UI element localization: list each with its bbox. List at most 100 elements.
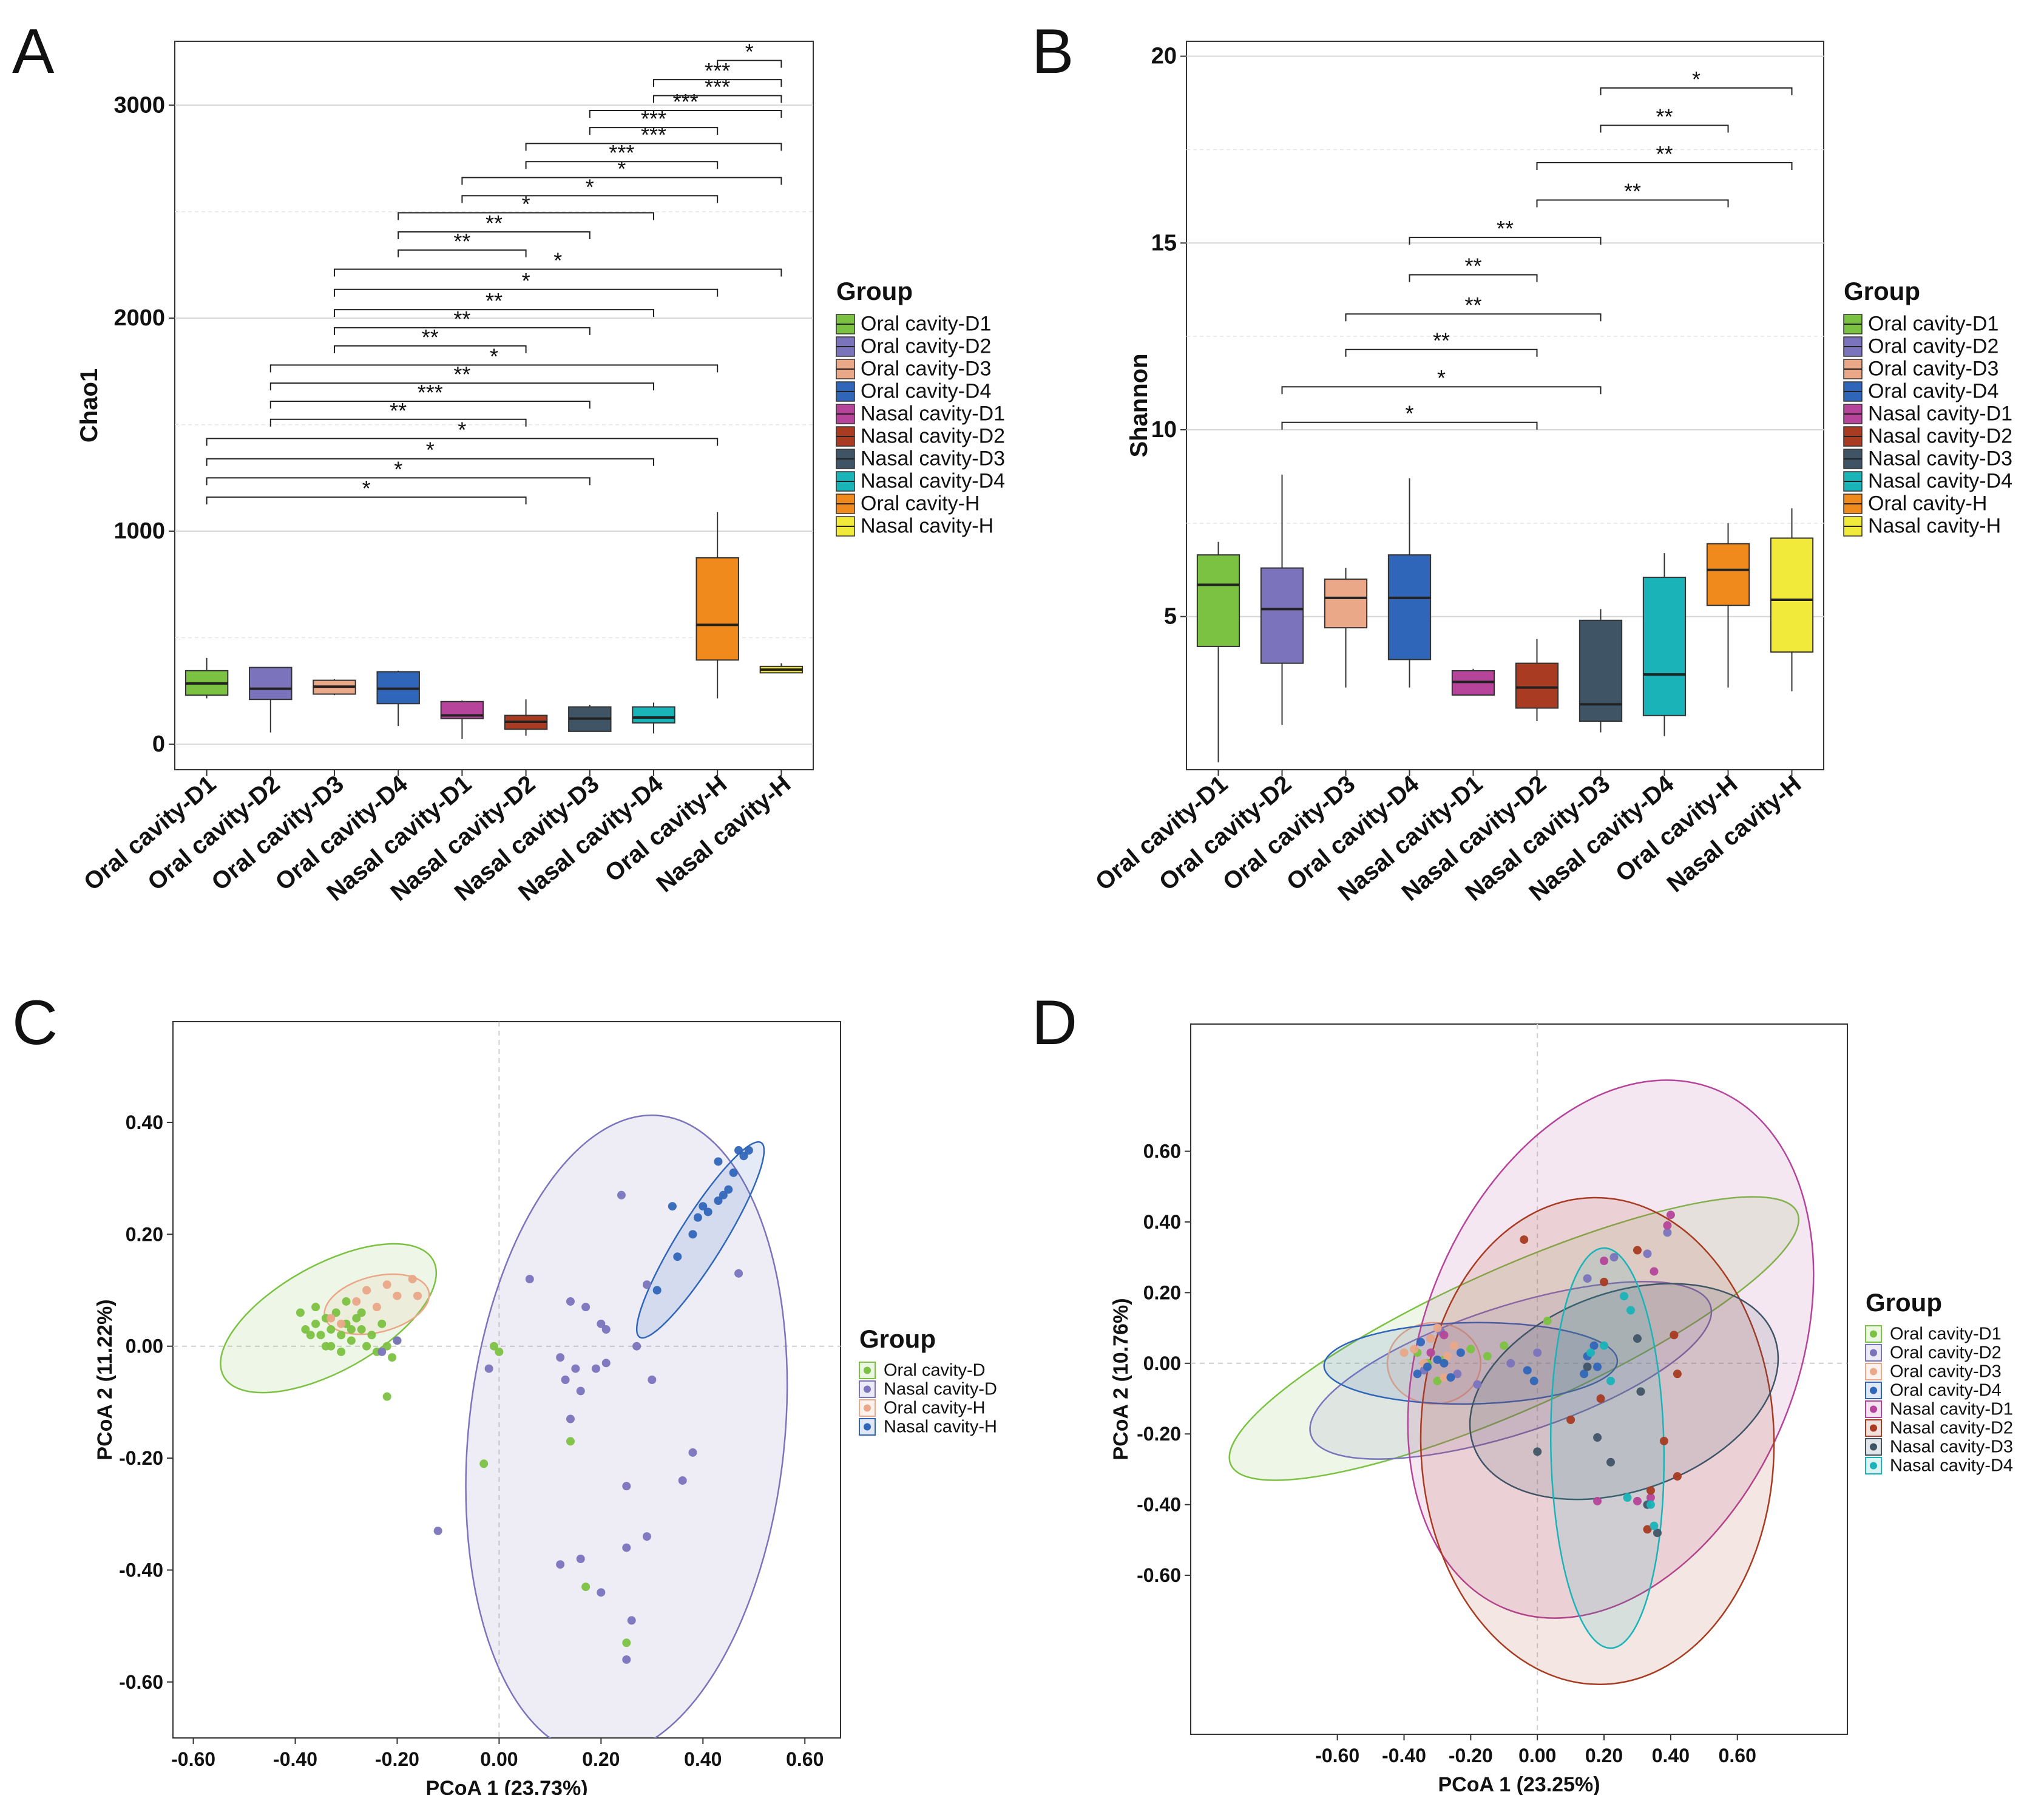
legend-key-dot	[1870, 1405, 1877, 1413]
legend-item-label: Nasal cavity-D4	[861, 470, 1005, 493]
scatter-point	[316, 1331, 325, 1340]
x-tick-label: 0.00	[480, 1748, 518, 1770]
scatter-point	[413, 1291, 422, 1300]
scatter-point	[495, 1347, 504, 1356]
scatter-point	[296, 1308, 305, 1317]
x-tick-label: -0.60	[171, 1748, 215, 1770]
confidence-ellipse	[1407, 1079, 1815, 1619]
panel-letter: B	[1032, 16, 1074, 87]
scatter-point	[1626, 1306, 1635, 1315]
scatter-point	[1409, 1345, 1418, 1354]
scatter-point	[331, 1308, 340, 1317]
significance-bracket	[334, 327, 591, 335]
significance-bracket	[334, 288, 719, 297]
scatter-point	[622, 1638, 631, 1647]
scatter-point	[1433, 1323, 1442, 1332]
legend-key-dot	[1870, 1368, 1877, 1376]
scatter-point	[306, 1331, 315, 1340]
x-tick-label: 0.20	[1585, 1745, 1623, 1766]
legend-key	[1865, 1457, 1882, 1474]
significance-bracket	[334, 345, 527, 353]
x-tick-label: -0.20	[375, 1748, 419, 1770]
y-axis-label: PCoA 2 (11.22%)	[93, 1299, 117, 1460]
scatter-point	[1520, 1235, 1529, 1244]
scatter-point	[1670, 1331, 1679, 1340]
scatter-point	[311, 1319, 320, 1328]
legend-key-dot	[864, 1366, 871, 1374]
scatter-point	[1440, 1359, 1449, 1368]
x-tick-label: 0.00	[1518, 1745, 1556, 1766]
scatter-point	[642, 1532, 651, 1541]
panel-letter: D	[1032, 988, 1077, 1058]
significance-bracket	[206, 438, 719, 446]
scatter-point	[601, 1359, 611, 1368]
legend-key-dot	[1870, 1349, 1877, 1357]
box-9	[695, 557, 739, 661]
significance-label: ***	[609, 140, 634, 165]
significance-bracket	[653, 79, 782, 87]
legend-item-label: Nasal cavity-D	[884, 1379, 997, 1399]
legend-item-label: Oral cavity-H	[1868, 492, 1987, 515]
x-tick-label: -0.40	[273, 1748, 317, 1770]
scatter-point	[673, 1252, 682, 1261]
y-tick-label: 10	[1151, 417, 1177, 443]
scatter-point	[1600, 1341, 1609, 1350]
scatter-point	[352, 1297, 361, 1306]
scatter-point	[327, 1314, 336, 1323]
y-tick-label: 2000	[113, 305, 165, 331]
scatter-point	[556, 1353, 565, 1362]
legend-item-label: Nasal cavity-H	[861, 515, 993, 538]
y-tick-label: 0.40	[1143, 1211, 1181, 1233]
legend-key-dot	[1870, 1443, 1877, 1451]
significance-bracket	[398, 249, 527, 257]
legend-item-label: Nasal cavity-D3	[1868, 447, 2012, 470]
significance-bracket	[269, 418, 527, 427]
panel-letter: C	[12, 988, 58, 1058]
significance-bracket	[269, 364, 719, 373]
significance-label: **	[1433, 328, 1450, 353]
significance-bracket	[269, 382, 654, 391]
scatter-point	[1426, 1348, 1435, 1357]
scatter-point	[1646, 1486, 1655, 1495]
scatter-point	[648, 1376, 657, 1384]
legend-item-label: Nasal cavity-H	[884, 1417, 997, 1436]
scatter-point	[382, 1392, 391, 1401]
legend-item-label: Nasal cavity-D4	[1868, 470, 2012, 493]
scatter-point	[347, 1336, 356, 1345]
significance-label: **	[453, 307, 470, 331]
scatter-point	[1589, 1341, 1599, 1350]
scatter-point	[561, 1376, 570, 1384]
significance-label: *	[426, 438, 435, 463]
y-tick-label: 1000	[113, 518, 165, 544]
box-4	[1387, 554, 1432, 660]
legend-key-dot	[864, 1385, 871, 1393]
legend-item-label: Nasal cavity-D2	[1868, 425, 2012, 448]
scatter-point	[484, 1364, 493, 1373]
x-axis-label: PCoA 1 (23.73%)	[425, 1777, 587, 1795]
scatter-point	[1449, 1341, 1458, 1350]
scatter-point	[301, 1325, 310, 1334]
scatter-point	[1580, 1369, 1589, 1379]
legend-key	[859, 1418, 876, 1436]
legend-key	[1865, 1419, 1882, 1437]
scatter-point	[1440, 1331, 1449, 1340]
scatter-point	[1423, 1362, 1432, 1371]
legend-item-label: Oral cavity-D1	[861, 313, 991, 336]
y-tick-label: -0.60	[119, 1671, 163, 1693]
panel-letter: A	[12, 16, 55, 87]
legend-key-dot	[1870, 1330, 1877, 1338]
scatter-point	[362, 1342, 371, 1351]
significance-bracket	[1345, 313, 1602, 322]
plot-area	[220, 1115, 788, 1738]
legend-title: Group	[859, 1325, 936, 1353]
scatter-point	[408, 1275, 417, 1284]
box-2	[249, 667, 293, 701]
scatter-point	[693, 1213, 702, 1222]
scatter-point	[1473, 1380, 1482, 1389]
scatter-point	[571, 1364, 580, 1373]
scatter-point	[576, 1386, 585, 1396]
scatter-point	[382, 1342, 391, 1351]
scatter-point	[1636, 1387, 1645, 1396]
x-tick-label: 0.40	[1652, 1745, 1690, 1766]
